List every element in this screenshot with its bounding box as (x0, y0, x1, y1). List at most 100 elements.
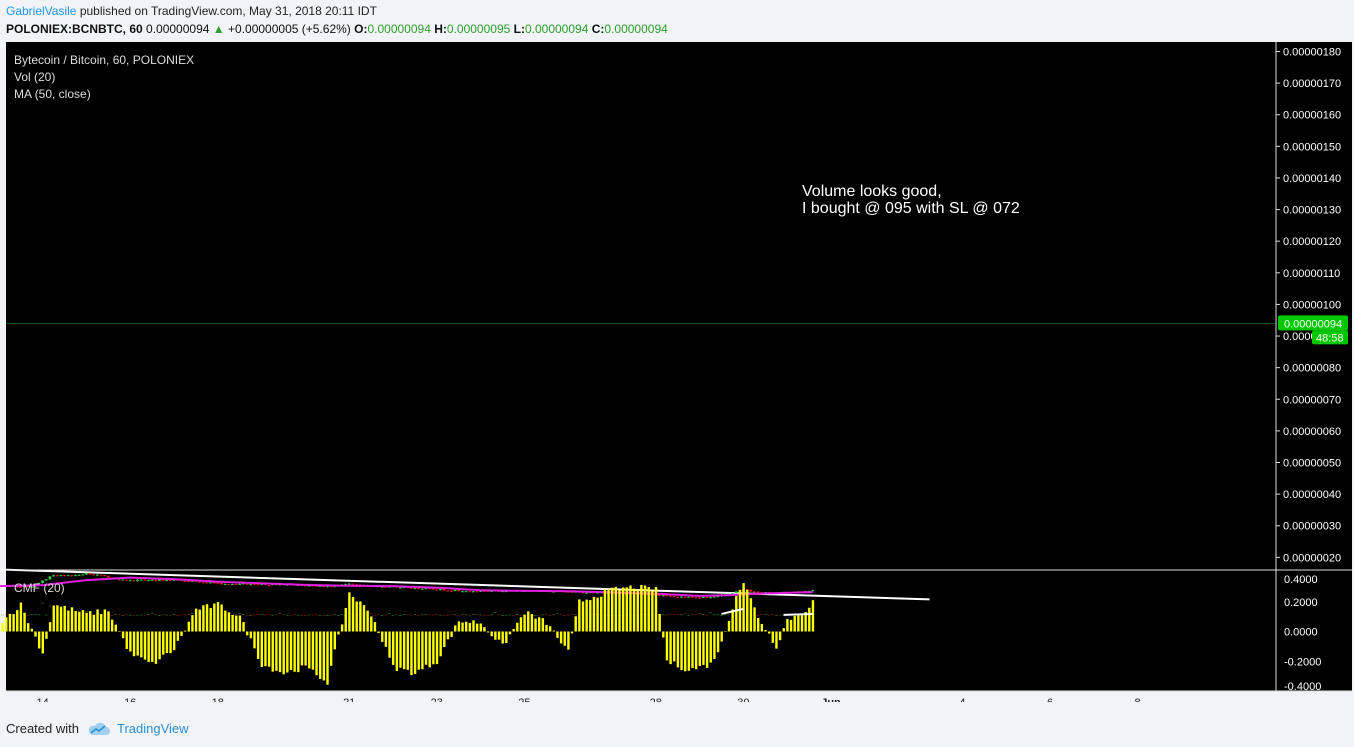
cmf-bar (559, 631, 563, 644)
cmf-bar (636, 589, 639, 632)
vol-legend[interactable]: Vol (20) (14, 70, 55, 84)
cmf-tick-label: 0.4000 (1284, 574, 1318, 586)
ma-line[interactable] (0, 576, 813, 597)
cmf-bar (348, 592, 351, 632)
candle-body (139, 579, 143, 581)
cmf-bar (669, 631, 672, 665)
volume-bar (263, 614, 267, 616)
volume-bar (285, 614, 289, 616)
volume-bar (570, 614, 574, 616)
volume-bar (322, 614, 326, 616)
candle-body (136, 579, 139, 581)
candle-body (504, 591, 508, 593)
up-triangle-icon: ▲ (212, 22, 225, 36)
time-tick-label: 16 (124, 697, 136, 702)
volume-bar (158, 615, 161, 616)
open-value: 0.00000094 (367, 22, 431, 36)
cmf-bar (753, 607, 756, 632)
cmf-bar (41, 631, 44, 654)
cmf-bar (8, 613, 12, 632)
volume-bar (683, 613, 687, 615)
chart-area[interactable]: 0.00000180 0.00000170 0.00000160 0.00000150… (0, 42, 1354, 702)
volume-bar (712, 614, 716, 616)
price-tick-label: 0.00000120 (1283, 236, 1341, 248)
candle-body (165, 579, 169, 581)
cmf-bar (213, 603, 216, 632)
candle-body (44, 579, 48, 581)
candle-body (220, 583, 223, 585)
candle-body (581, 592, 585, 594)
volume-bar (409, 614, 413, 616)
price-tick-label: 0.00000100 (1283, 299, 1341, 311)
cmf-bar (461, 622, 464, 632)
candle-body (333, 586, 336, 588)
cmf-bar (811, 600, 815, 632)
price-tick-label: 0.00000140 (1283, 173, 1341, 185)
candle-body (201, 582, 205, 584)
cmf-bar (760, 623, 764, 632)
volume-bar (493, 612, 497, 613)
candle-body (734, 591, 738, 594)
cmf-bar (238, 615, 242, 632)
cmf-bar (516, 622, 519, 632)
volume-bar (782, 614, 785, 616)
volume-bar (373, 614, 377, 616)
cmf-bar (121, 631, 125, 639)
ma-legend[interactable]: MA (50, close) (14, 87, 91, 101)
cmf-bar (428, 631, 431, 668)
volume-bar (479, 614, 482, 616)
cmf-bar (621, 587, 625, 632)
time-tick-label: 14 (36, 697, 48, 702)
volume-bar (486, 615, 490, 616)
volume-bar (139, 614, 143, 616)
volume-bar (48, 605, 52, 607)
time-tick-label: 28 (650, 697, 662, 702)
volume-bar (402, 614, 406, 616)
cmf-bar (724, 631, 727, 632)
candle-body (420, 588, 424, 590)
volume-bar (183, 614, 187, 616)
cmf-bar (319, 631, 322, 679)
candle-body (439, 589, 442, 591)
cmf-bar (278, 631, 282, 673)
candle-body (351, 583, 355, 585)
volume-bar (475, 614, 479, 615)
volume-bar (552, 614, 555, 616)
symbol-info: POLONIEX:BCNBTC, 60 0.00000094 ▲ +0.0000… (6, 22, 668, 36)
cmf-legend[interactable]: CMF (20) (14, 581, 65, 595)
cmf-bar (643, 585, 647, 632)
volume-bar (515, 614, 519, 615)
cmf-bar (165, 631, 169, 654)
cmf-bar (497, 631, 501, 640)
cmf-bar (162, 631, 165, 655)
candle-body (380, 586, 384, 588)
candle-body (450, 590, 453, 592)
author-link[interactable]: GabrielVasile (6, 4, 77, 18)
cmf-bar (764, 630, 767, 632)
cmf-bar (435, 631, 439, 665)
volume-bar (701, 614, 705, 615)
cmf-bar (107, 611, 110, 632)
tradingview-brand-link[interactable]: TradingView (116, 721, 189, 736)
volume-bar (464, 614, 468, 616)
candle-body (241, 583, 245, 585)
cmf-bar (709, 631, 712, 663)
volume-bar (391, 614, 395, 616)
candle-body (486, 590, 490, 592)
cmf-bar (654, 587, 658, 632)
volume-bar (282, 614, 285, 615)
cmf-bar (27, 623, 30, 632)
candle-body (121, 579, 125, 581)
cmf-bar (340, 624, 344, 632)
countdown-label: 48:58 (1316, 332, 1344, 344)
cmf-bar (585, 599, 588, 632)
cmf-bar (48, 622, 52, 632)
candle-body (41, 580, 44, 583)
current-price-badge (1278, 315, 1348, 331)
time-tick-label: 23 (431, 697, 443, 702)
candle-body (238, 583, 242, 585)
volume-bar (143, 614, 147, 616)
cmf-bar (180, 631, 183, 636)
volume-bar (512, 615, 515, 616)
volume-bar (293, 614, 296, 615)
